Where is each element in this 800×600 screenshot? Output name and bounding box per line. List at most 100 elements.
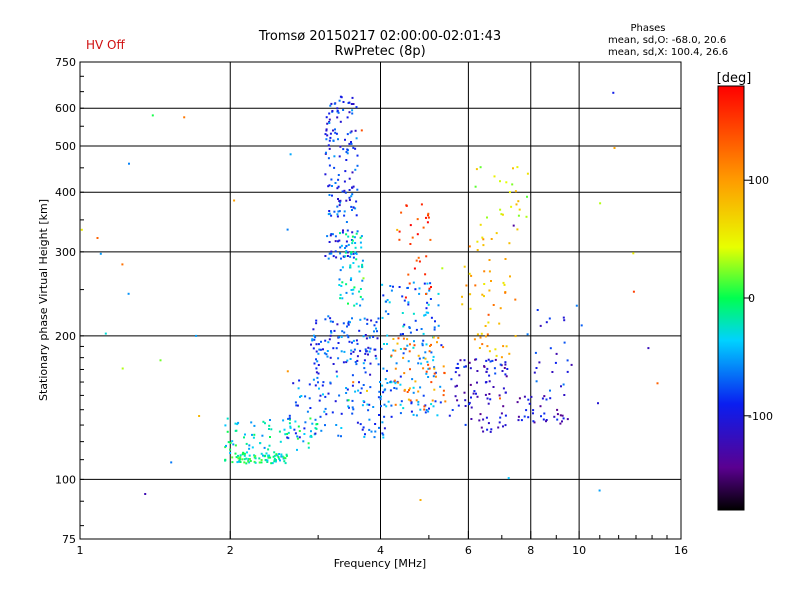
data-point xyxy=(356,421,359,424)
data-point xyxy=(570,363,573,366)
data-point xyxy=(337,111,340,114)
data-point xyxy=(286,228,289,231)
data-point xyxy=(253,454,256,457)
data-point xyxy=(337,138,339,141)
data-point xyxy=(326,235,329,238)
data-point xyxy=(330,250,333,253)
data-point xyxy=(483,270,486,273)
data-point xyxy=(470,418,473,420)
data-point xyxy=(356,188,359,191)
data-point xyxy=(368,336,371,339)
data-point xyxy=(341,266,344,269)
data-point xyxy=(486,345,489,348)
data-point xyxy=(368,428,371,431)
data-point xyxy=(253,424,256,427)
data-point xyxy=(265,452,268,455)
data-point xyxy=(315,319,318,322)
data-point xyxy=(374,423,377,425)
data-point xyxy=(337,240,339,243)
data-point xyxy=(328,252,331,255)
data-point xyxy=(121,367,124,370)
data-point xyxy=(559,422,562,425)
data-point xyxy=(224,459,227,462)
data-point xyxy=(250,421,253,424)
data-point xyxy=(482,418,485,421)
data-point xyxy=(347,336,350,339)
data-point xyxy=(352,350,355,353)
data-point xyxy=(443,371,446,374)
data-point xyxy=(517,214,520,217)
data-point xyxy=(430,286,432,288)
data-point xyxy=(345,283,348,286)
data-point xyxy=(331,411,334,414)
data-point xyxy=(317,381,319,384)
data-point xyxy=(424,313,427,316)
data-point xyxy=(356,342,359,345)
data-point xyxy=(433,388,436,391)
data-point xyxy=(554,361,557,364)
data-point xyxy=(337,198,339,200)
data-point xyxy=(505,345,508,348)
data-point xyxy=(304,421,307,424)
data-point xyxy=(359,236,362,239)
data-point xyxy=(405,204,408,207)
data-point xyxy=(318,399,321,402)
data-point xyxy=(289,426,292,429)
data-point xyxy=(312,328,315,331)
data-point xyxy=(361,259,364,262)
data-point xyxy=(331,110,334,112)
data-point xyxy=(382,433,385,436)
data-point xyxy=(469,367,472,370)
data-point xyxy=(393,379,396,382)
data-point xyxy=(346,255,349,257)
data-point xyxy=(373,324,376,327)
data-point xyxy=(512,224,515,227)
data-point xyxy=(348,111,351,114)
data-point xyxy=(338,394,341,397)
data-point xyxy=(288,422,291,425)
data-point xyxy=(313,338,316,341)
data-point xyxy=(308,397,311,400)
data-point xyxy=(566,359,569,362)
data-point xyxy=(463,265,466,268)
data-point xyxy=(238,457,241,460)
data-point xyxy=(418,287,421,290)
data-point xyxy=(283,460,286,463)
data-point xyxy=(382,391,385,394)
data-point xyxy=(239,458,241,461)
data-point xyxy=(338,239,341,242)
data-point xyxy=(322,348,324,351)
data-point xyxy=(386,382,389,384)
data-point xyxy=(239,455,242,458)
data-point xyxy=(350,349,353,352)
data-point xyxy=(369,362,372,365)
data-point xyxy=(336,205,339,208)
data-point xyxy=(427,367,430,370)
data-point xyxy=(347,235,350,238)
data-point xyxy=(479,413,482,416)
data-point xyxy=(612,91,615,94)
data-point xyxy=(348,199,351,201)
data-point xyxy=(394,367,397,370)
data-point xyxy=(352,206,355,209)
data-point xyxy=(420,328,423,330)
data-point xyxy=(297,425,300,428)
data-point xyxy=(269,456,272,459)
data-point xyxy=(429,298,432,300)
data-point xyxy=(366,389,368,392)
data-point xyxy=(532,420,535,423)
data-point xyxy=(351,384,354,387)
data-point xyxy=(473,338,476,341)
data-point xyxy=(499,307,502,310)
data-point xyxy=(265,459,268,462)
data-point xyxy=(342,148,345,151)
data-point xyxy=(408,282,411,285)
data-point xyxy=(329,317,332,320)
data-point xyxy=(374,348,377,351)
data-point xyxy=(468,401,471,404)
data-point xyxy=(331,233,334,236)
data-point xyxy=(264,422,266,425)
data-point xyxy=(436,341,438,344)
data-point xyxy=(330,252,333,255)
data-point xyxy=(468,272,471,275)
